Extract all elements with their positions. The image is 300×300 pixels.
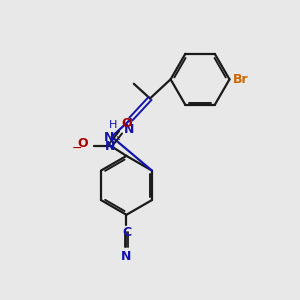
Text: −: − [72,142,82,155]
Text: N: N [105,140,116,153]
Text: Br: Br [233,73,249,86]
Text: O: O [122,117,132,130]
Text: O: O [77,137,88,150]
Text: N: N [104,131,114,144]
Text: N: N [121,250,132,262]
Text: C: C [122,226,131,239]
Text: +: + [113,135,120,144]
Text: H: H [109,120,117,130]
Text: N: N [124,124,135,136]
